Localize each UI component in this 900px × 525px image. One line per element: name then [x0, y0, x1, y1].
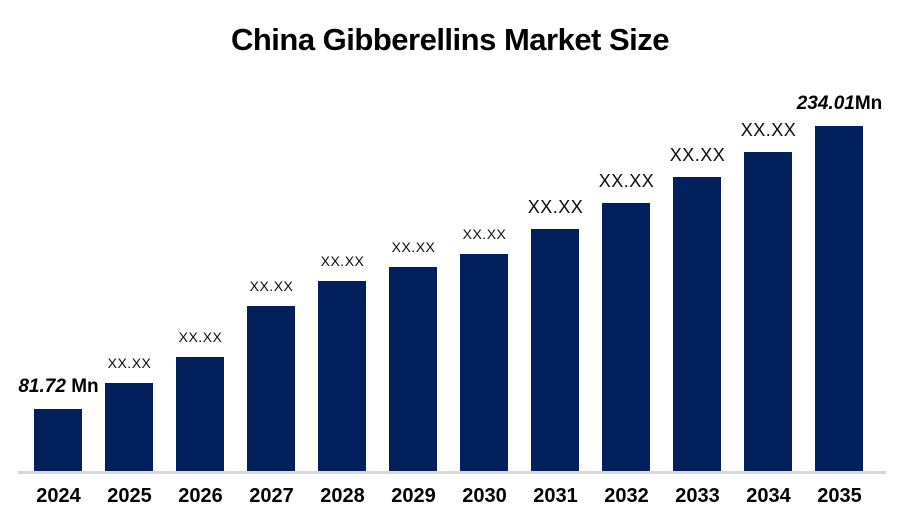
bar-group: XX.XX 2030 [449, 0, 520, 525]
bar-group: 234.01Mn 2035 [797, 0, 883, 525]
bar-group: XX.XX 2031 [520, 0, 591, 525]
x-axis-tick-label: 2029 [391, 485, 436, 507]
bar-value-number: XX.XX [598, 171, 655, 191]
bar-value-label: XX.XX [108, 356, 152, 370]
x-axis-tick-label: 2025 [107, 485, 152, 507]
x-axis-tick-label: 2027 [249, 485, 294, 507]
bar-value-label: XX.XX [392, 240, 436, 254]
bar-group: XX.XX 2034 [733, 0, 804, 525]
bar-value-number: XX.XX [669, 145, 726, 165]
bar-value-label: 81.72 Mn [18, 377, 98, 396]
bar-value-number: XX.XX [527, 197, 584, 217]
bar-value-number: XX.XX [740, 120, 797, 140]
bar [602, 203, 650, 471]
bar-value-label: XX.XX [599, 172, 655, 190]
x-axis-tick-label: 2035 [817, 485, 862, 507]
x-axis-tick-label: 2032 [604, 485, 649, 507]
bar-value-label: XX.XX [528, 198, 584, 216]
bar-value-unit: Mn [854, 93, 883, 114]
bar-group: XX.XX 2027 [236, 0, 307, 525]
bar-value-number: XX.XX [249, 278, 294, 294]
bar-value-number: XX.XX [178, 329, 223, 345]
chart-title: China Gibberellins Market Size [230, 22, 670, 57]
x-axis-tick-label: 2031 [533, 485, 578, 507]
bar-group: 81.72 Mn 2024 [18, 0, 98, 525]
bar [815, 126, 863, 471]
bar [105, 383, 153, 471]
bar-value-number: XX.XX [320, 253, 365, 269]
bar-value-number: 81.72 [18, 376, 66, 397]
bar [34, 409, 82, 471]
bar-value-number: 234.01 [796, 93, 855, 114]
bar [744, 152, 792, 471]
bar [247, 306, 295, 471]
bar-value-unit: Mn [65, 376, 99, 397]
bar-group: XX.XX 2029 [378, 0, 449, 525]
bar [460, 254, 508, 471]
bar [176, 357, 224, 471]
x-axis-tick-label: 2026 [178, 485, 223, 507]
bar-value-label: XX.XX [250, 279, 294, 293]
x-axis-baseline [18, 471, 886, 474]
bar [389, 267, 437, 471]
bar-value-number: XX.XX [107, 355, 152, 371]
bar-group: XX.XX 2028 [307, 0, 378, 525]
bar-value-label: XX.XX [463, 227, 507, 241]
x-axis-tick-label: 2024 [36, 485, 81, 507]
bar-group: XX.XX 2032 [591, 0, 662, 525]
bar-group: XX.XX 2026 [165, 0, 236, 525]
x-axis-tick-label: 2033 [675, 485, 720, 507]
bar-value-label: 234.01Mn [797, 94, 883, 113]
bar-group: XX.XX 2025 [94, 0, 165, 525]
bar-value-number: XX.XX [391, 239, 436, 255]
bar [318, 281, 366, 471]
bar-value-label: XX.XX [179, 330, 223, 344]
bar-group: XX.XX 2033 [662, 0, 733, 525]
x-axis-tick-label: 2030 [462, 485, 507, 507]
bar-value-label: XX.XX [321, 254, 365, 268]
bar [531, 229, 579, 471]
bar-value-number: XX.XX [462, 226, 507, 242]
x-axis-tick-label: 2028 [320, 485, 365, 507]
bar-value-label: XX.XX [670, 146, 726, 164]
bar [673, 177, 721, 471]
x-axis-tick-label: 2034 [746, 485, 791, 507]
bar-value-label: XX.XX [741, 121, 797, 139]
